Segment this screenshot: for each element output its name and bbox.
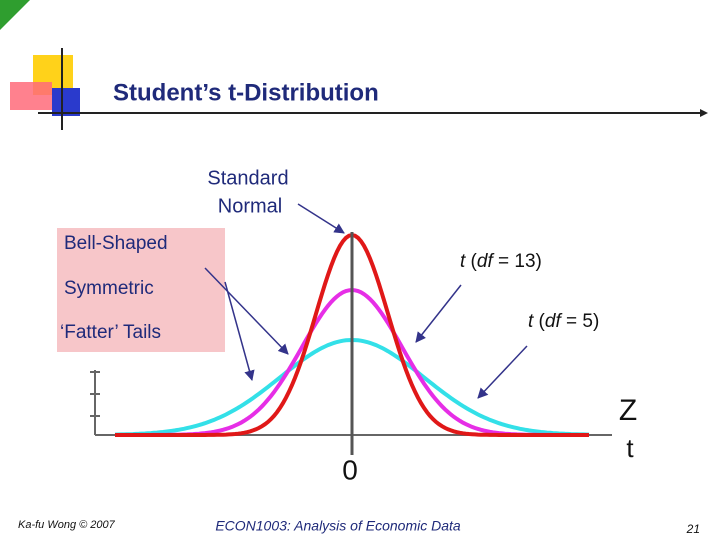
arrow [204,267,289,355]
property-box [57,228,225,352]
blue-square [52,88,80,116]
arrow [224,281,255,382]
arrow [297,203,345,234]
curve-label: Standard [207,167,288,189]
arrows [204,203,528,399]
property: ‘Fatter’ Tails [60,322,161,343]
origin-label: 0 [342,454,358,485]
title: Student’s t-Distribution [113,79,379,106]
page-number: 21 [686,522,700,536]
t-label: t [626,433,634,463]
footer-author: Ka-fu Wong © 2007 [18,519,116,531]
curve-label: Normal [218,195,282,217]
footer-course: ECON1003: Analysis of Economic Data [215,518,461,534]
red-square [10,82,52,110]
curve-label: t (df = 13) [460,251,542,272]
corner-decoration [0,0,30,30]
arrow [477,345,528,399]
property: Symmetric [64,278,154,299]
title-rule-arrow [700,109,708,117]
curve-label: t (df = 5) [528,311,599,332]
arrow [415,284,462,343]
z-label: Z [619,394,637,427]
property: Bell-Shaped [64,233,168,254]
plot [90,232,612,455]
